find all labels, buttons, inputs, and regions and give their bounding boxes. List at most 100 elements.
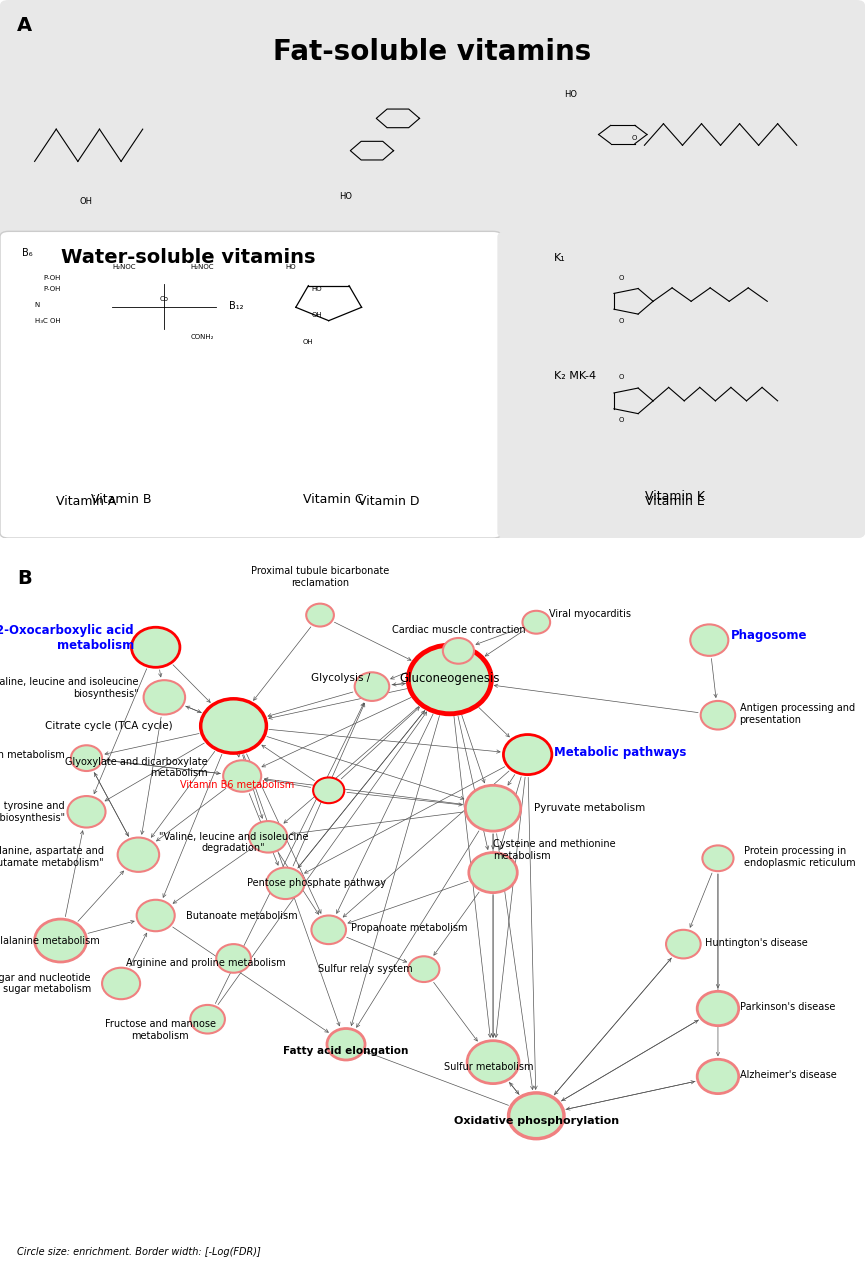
Circle shape <box>327 1028 365 1060</box>
Text: Butanoate metabolism: Butanoate metabolism <box>186 910 298 920</box>
Text: Fat-soluble vitamins: Fat-soluble vitamins <box>273 38 592 66</box>
Circle shape <box>313 777 344 803</box>
Text: Cysteine and methionine
metabolism: Cysteine and methionine metabolism <box>493 839 616 861</box>
Text: Fructose and mannose
metabolism: Fructose and mannose metabolism <box>105 1019 215 1041</box>
Circle shape <box>408 956 439 982</box>
Text: HO: HO <box>311 286 322 291</box>
Text: A: A <box>17 16 32 35</box>
Circle shape <box>702 846 734 871</box>
Text: Pentose phosphate pathway: Pentose phosphate pathway <box>247 879 386 889</box>
Circle shape <box>190 1005 225 1033</box>
Text: Parkinson's disease: Parkinson's disease <box>740 1003 835 1012</box>
Text: O: O <box>618 418 624 423</box>
Text: Co: Co <box>160 296 169 303</box>
Text: Cardiac muscle contraction: Cardiac muscle contraction <box>392 625 525 636</box>
Text: Huntington's disease: Huntington's disease <box>705 938 808 948</box>
Circle shape <box>522 610 550 634</box>
Circle shape <box>465 785 521 830</box>
Text: Protein processing in
endoplasmic reticulum: Protein processing in endoplasmic reticu… <box>744 846 855 867</box>
Circle shape <box>355 672 389 701</box>
Text: "Alanine, aspartate and
glutamate metabolism": "Alanine, aspartate and glutamate metabo… <box>0 846 104 867</box>
Circle shape <box>144 680 185 714</box>
FancyBboxPatch shape <box>0 0 865 538</box>
Text: Vitamin A: Vitamin A <box>56 495 117 509</box>
Text: Sulfur metabolism: Sulfur metabolism <box>444 1062 534 1072</box>
Text: Phagosome: Phagosome <box>731 629 807 642</box>
Circle shape <box>690 624 728 656</box>
Text: B: B <box>17 568 32 587</box>
Text: HO: HO <box>339 192 353 201</box>
Text: Pyruvate metabolism: Pyruvate metabolism <box>534 803 645 813</box>
Text: OH: OH <box>80 197 93 206</box>
Text: OH: OH <box>311 313 322 319</box>
Text: Oxidative phosphorylation: Oxidative phosphorylation <box>454 1115 618 1125</box>
Text: P-OH: P-OH <box>43 275 61 281</box>
Text: Antigen processing and
presentation: Antigen processing and presentation <box>740 703 855 724</box>
Text: Sulfur relay system: Sulfur relay system <box>318 965 413 974</box>
Text: Vitamin C: Vitamin C <box>303 492 363 506</box>
Circle shape <box>67 796 106 828</box>
Text: O: O <box>631 135 637 141</box>
Circle shape <box>306 604 334 627</box>
Text: Viral myocarditis: Viral myocarditis <box>549 609 631 619</box>
Text: B₆: B₆ <box>22 248 32 257</box>
Circle shape <box>666 929 701 958</box>
Text: "Valine, leucine and isoleucine
degradation": "Valine, leucine and isoleucine degradat… <box>159 832 308 853</box>
Text: Vitamin B: Vitamin B <box>91 492 151 506</box>
Text: K₂ MK-4: K₂ MK-4 <box>554 371 596 381</box>
Text: Nitrogen metabolism: Nitrogen metabolism <box>0 749 65 760</box>
Circle shape <box>467 1041 519 1084</box>
Text: Arginine and proline metabolism: Arginine and proline metabolism <box>126 958 285 968</box>
Text: HO: HO <box>564 90 578 99</box>
Circle shape <box>137 900 175 932</box>
Text: Glyoxylate and dicarboxylate
metabolism: Glyoxylate and dicarboxylate metabolism <box>65 757 208 779</box>
Circle shape <box>249 822 287 852</box>
Text: Vitamin K: Vitamin K <box>644 490 705 503</box>
Circle shape <box>443 638 474 663</box>
Text: O: O <box>618 318 624 324</box>
Circle shape <box>503 734 552 775</box>
FancyBboxPatch shape <box>497 232 865 538</box>
Text: Amino sugar and nucleotide
sugar metabolism: Amino sugar and nucleotide sugar metabol… <box>0 972 91 994</box>
Circle shape <box>223 761 261 791</box>
Circle shape <box>102 967 140 999</box>
Circle shape <box>469 852 517 893</box>
Text: "Phenylalanine, tyrosine and
tryptophan biosynthesis": "Phenylalanine, tyrosine and tryptophan … <box>0 801 65 823</box>
Text: K₁: K₁ <box>554 253 566 263</box>
Text: Water-soluble vitamins: Water-soluble vitamins <box>61 248 315 267</box>
Text: Circle size: enrichment. Border width: [-Log(FDR)]: Circle size: enrichment. Border width: [… <box>17 1247 261 1257</box>
Text: "Valine, leucine and isoleucine
biosynthesis": "Valine, leucine and isoleucine biosynth… <box>0 677 138 699</box>
Circle shape <box>697 1060 739 1094</box>
Text: HO: HO <box>285 265 296 270</box>
Text: Proximal tubule bicarbonate
reclamation: Proximal tubule bicarbonate reclamation <box>251 566 389 587</box>
Circle shape <box>35 919 86 962</box>
Circle shape <box>118 838 159 872</box>
Text: Metabolic pathways: Metabolic pathways <box>554 746 686 758</box>
Text: CONH₂: CONH₂ <box>190 334 214 341</box>
Text: H₃C OH: H₃C OH <box>35 318 61 324</box>
Circle shape <box>408 646 491 714</box>
Text: Fatty acid elongation: Fatty acid elongation <box>284 1046 408 1056</box>
Text: Vitamin B6 metabolism: Vitamin B6 metabolism <box>180 780 294 790</box>
Text: Vitamin D: Vitamin D <box>358 495 420 509</box>
Circle shape <box>701 701 735 729</box>
FancyBboxPatch shape <box>0 232 502 538</box>
Text: 2-Oxocarboxylic acid
metabolism: 2-Oxocarboxylic acid metabolism <box>0 624 134 652</box>
Text: Propanoate metabolism: Propanoate metabolism <box>351 923 468 933</box>
Text: H₂NOC: H₂NOC <box>190 265 214 270</box>
Text: H₂NOC: H₂NOC <box>112 265 136 270</box>
Circle shape <box>697 991 739 1025</box>
Text: N: N <box>35 301 40 308</box>
Circle shape <box>201 699 266 753</box>
Circle shape <box>266 867 304 899</box>
Text: Gluconeogenesis: Gluconeogenesis <box>400 671 500 685</box>
Circle shape <box>509 1093 564 1138</box>
Text: O: O <box>618 375 624 380</box>
Text: O: O <box>618 275 624 281</box>
Text: OH: OH <box>303 339 313 346</box>
Text: Vitamin E: Vitamin E <box>644 495 705 509</box>
Text: B₁₂: B₁₂ <box>229 301 244 311</box>
Circle shape <box>216 944 251 972</box>
Text: Citrate cycle (TCA cycle): Citrate cycle (TCA cycle) <box>45 720 173 730</box>
Circle shape <box>71 746 102 771</box>
